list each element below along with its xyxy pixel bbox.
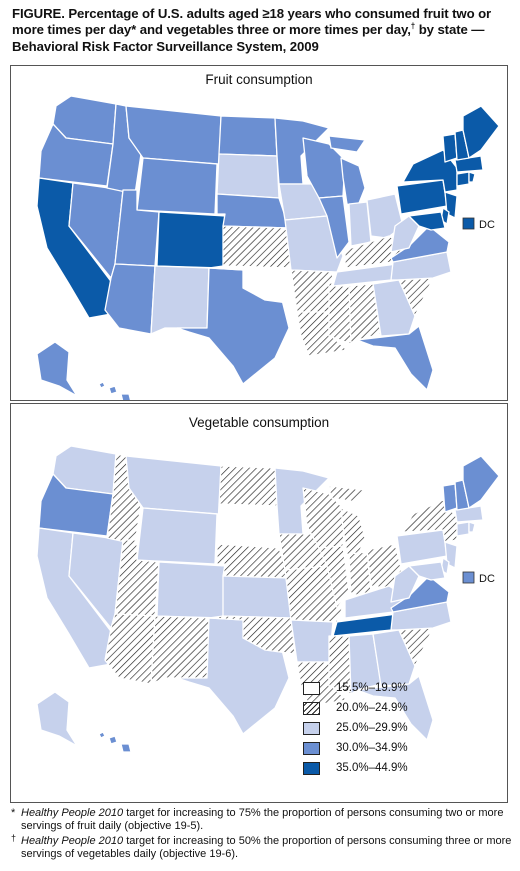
footnote-fruit: * Healthy People 2010 target for increasi… [11,807,516,833]
map-legend: 15.5%–19.9% 20.0%–24.9% 25.0%–29.9% 30.0… [303,680,493,780]
state-fl [356,325,434,391]
state-co [156,561,226,619]
footnotes: * Healthy People 2010 target for increasi… [11,807,516,863]
legend-item: 35.0%–44.9% [303,760,493,780]
legend-label: 35.0%–44.9% [336,762,408,774]
legend-item: 30.0%–34.9% [303,740,493,760]
state-wy [136,507,218,565]
footnote-mark: * [11,807,16,819]
state-sd [216,153,280,199]
footnote-program: Healthy People 2010 [21,835,124,847]
legend-item: 20.0%–24.9% [303,700,493,720]
state-ct [456,171,470,187]
state-ga [372,279,416,337]
state-pa [396,179,448,215]
dc-label: DC [479,219,495,231]
legend-swatch-4 [303,742,320,755]
state-ne [216,193,290,229]
footnote-program: Healthy People 2010 [21,807,124,819]
state-nm [150,615,210,685]
state-md [408,561,446,581]
state-nd [218,465,278,507]
state-il [318,545,350,609]
state-nd [218,115,278,157]
state-me [462,455,500,509]
fruit-map: DC [36,95,500,400]
state-ri [468,171,476,183]
figure-title-text-1: FIGURE. Percentage of U.S. adults aged ≥… [12,6,492,38]
state-ct [456,521,470,537]
state-nm [150,265,210,335]
state-me [462,105,500,159]
state-ks [222,575,292,619]
legend-swatch-5 [303,762,320,775]
state-mn [274,117,330,185]
state-ga [372,629,416,687]
legend-swatch-1 [303,682,320,695]
state-sd [216,503,280,549]
fruit-map-title: Fruit consumption [205,72,313,87]
state-ms [328,285,352,345]
state-al [348,633,382,695]
vegetable-map-title: Vegetable consumption [188,415,330,430]
state-wy [136,157,218,215]
state-fl [356,675,434,741]
footnote-text: target for increasing to 50% the proport… [21,835,512,860]
state-ak [36,691,78,747]
state-az [104,613,156,685]
state-hi [98,731,132,753]
state-ri [468,521,476,533]
figure-title-text-2: by state — Behavioral Risk Factor Survei… [12,22,485,54]
state-co [156,211,226,269]
footnote-vegetable: † Healthy People 2010 target for increasi… [11,833,516,861]
state-ar [290,269,334,313]
dc-swatch [462,571,475,584]
legend-label: 20.0%–24.9% [336,702,408,714]
legend-swatch-2 [303,702,320,715]
state-mo [284,565,344,623]
state-ne [216,543,290,579]
vegetable-map: DC [36,445,500,753]
footnote-text: target for increasing to 75% the proport… [21,807,504,832]
footnote-mark: † [11,833,17,843]
state-mn [274,467,330,535]
state-az [104,263,156,335]
legend-swatch-3 [303,722,320,735]
legend-label: 25.0%–29.9% [336,722,408,734]
state-ma [454,155,484,173]
figure-title-dagger: † [410,22,416,32]
state-il [318,195,350,259]
legend-label: 15.5%–19.9% [336,682,408,694]
legend-item: 25.0%–29.9% [303,720,493,740]
state-al [348,283,382,345]
state-pa [396,529,448,565]
state-md [408,211,446,231]
dc-swatch [462,217,475,230]
state-ma [454,505,484,523]
dc-label: DC [479,573,495,585]
legend-label: 30.0%–34.9% [336,742,408,754]
fruit-map-panel: Fruit consumption DC [10,65,508,401]
state-ks [222,225,292,269]
state-wv [390,215,420,253]
state-ak [36,341,78,397]
vegetable-map-panel: Vegetable consumption DC 15.5%–19.9% 20.… [10,403,508,803]
figure-title: FIGURE. Percentage of U.S. adults aged ≥… [12,6,512,55]
state-ar [290,619,334,663]
state-wv [390,565,420,603]
state-mo [284,215,344,273]
state-hi [98,381,132,400]
legend-item: 15.5%–19.9% [303,680,493,700]
